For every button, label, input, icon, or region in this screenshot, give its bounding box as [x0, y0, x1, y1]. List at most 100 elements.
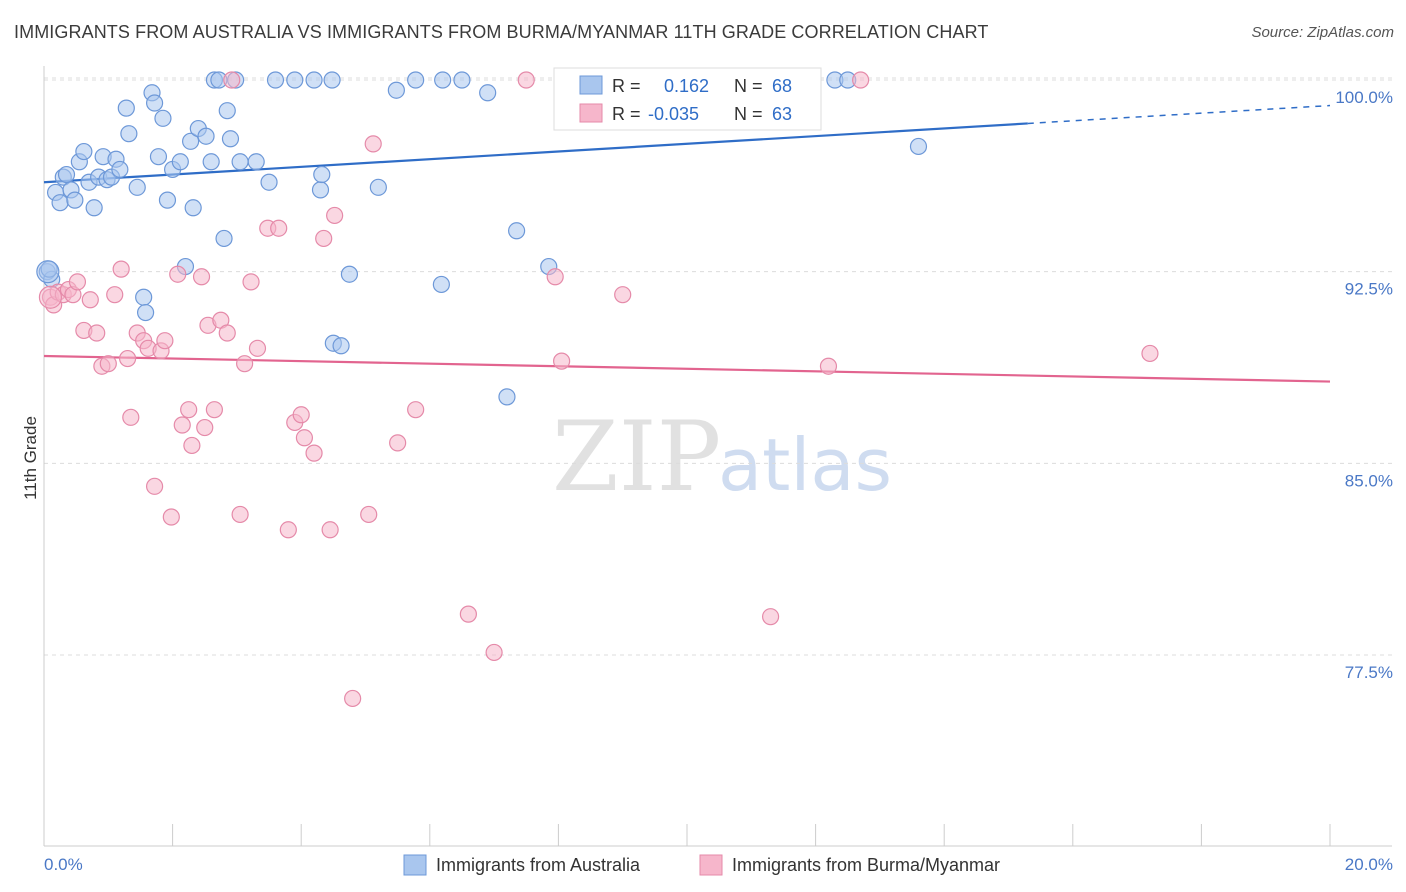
- point-australia: [128, 178, 146, 196]
- point-australia: [332, 337, 350, 355]
- point-australia: [111, 160, 129, 179]
- point-australia: [323, 71, 341, 89]
- point-australia: [266, 71, 285, 89]
- point-burma: [38, 285, 63, 309]
- legend-r-value-2: -0.035: [648, 104, 699, 124]
- legend-box: R = 0.162 N = 68 R = -0.035 N = 63: [553, 67, 822, 131]
- bottom-legend-swatch-blue: [403, 854, 427, 876]
- point-australia: [215, 229, 233, 248]
- point-burma: [315, 229, 333, 248]
- point-burma: [305, 444, 323, 462]
- point-burma: [88, 324, 106, 342]
- point-burma: [180, 401, 198, 419]
- point-burma: [122, 408, 140, 426]
- legend-r-value-1: 0.162: [664, 76, 709, 96]
- point-australia: [66, 191, 84, 209]
- legend-n-label-1: N =: [734, 76, 763, 96]
- point-australia: [85, 199, 103, 217]
- point-australia: [387, 81, 405, 99]
- point-burma: [205, 401, 223, 419]
- bottom-legend-label-australia: Immigrants from Australia: [436, 855, 641, 875]
- y-tick-label: 100.0%: [1335, 88, 1393, 107]
- points-layer: [36, 71, 1159, 708]
- point-australia: [498, 388, 516, 406]
- watermark-atlas: atlas: [718, 423, 892, 507]
- point-burma: [1141, 344, 1159, 363]
- chart-title: IMMIGRANTS FROM AUSTRALIA VS IMMIGRANTS …: [14, 22, 989, 42]
- legend-r-label-1: R =: [612, 76, 641, 96]
- legend-swatch-blue: [579, 75, 603, 95]
- axes-layer: 77.5% 85.0% 92.5% 100.0% 0.0% 20.0%: [43, 66, 1393, 874]
- point-burma: [819, 357, 838, 375]
- point-burma: [459, 605, 477, 623]
- point-burma: [218, 324, 236, 342]
- legend-swatch-pink: [579, 103, 603, 123]
- point-burma: [761, 608, 780, 626]
- point-australia: [149, 148, 168, 166]
- point-burma: [112, 260, 130, 278]
- point-australia: [158, 191, 177, 209]
- point-australia: [407, 71, 425, 89]
- point-australia: [202, 153, 220, 171]
- point-burma: [118, 349, 137, 368]
- point-australia: [135, 288, 153, 306]
- point-australia: [305, 71, 323, 89]
- point-australia: [117, 99, 135, 117]
- point-burma: [407, 401, 425, 419]
- point-burma: [360, 505, 378, 524]
- point-burma: [156, 332, 174, 350]
- point-australia: [369, 178, 387, 196]
- point-burma: [321, 521, 339, 539]
- point-burma: [852, 71, 870, 89]
- point-australia: [340, 265, 359, 283]
- point-australia: [432, 275, 450, 294]
- point-australia: [145, 94, 164, 112]
- point-australia: [136, 303, 155, 322]
- point-burma: [546, 268, 564, 286]
- y-axis-label: 11th Grade: [21, 416, 40, 500]
- point-burma: [485, 643, 503, 662]
- point-australia: [508, 222, 526, 240]
- point-australia: [313, 165, 331, 184]
- point-australia: [311, 181, 330, 199]
- legend-r-label-2: R =: [612, 104, 641, 124]
- point-australia: [247, 153, 265, 171]
- point-burma: [279, 521, 297, 539]
- x-tick-label-min: 0.0%: [44, 855, 83, 874]
- source-label: Source: ZipAtlas.com: [1251, 24, 1394, 41]
- point-australia: [171, 153, 189, 171]
- trendline-australia: [43, 122, 1028, 184]
- point-burma: [292, 406, 310, 424]
- point-australia: [36, 260, 60, 284]
- legend-n-value-1: 68: [772, 76, 792, 96]
- bottom-legend: Immigrants from Australia Immigrants fro…: [403, 854, 1000, 876]
- point-burma: [196, 418, 214, 437]
- point-australia: [51, 194, 69, 212]
- point-australia: [434, 71, 452, 89]
- bottom-legend-swatch-pink: [699, 854, 723, 876]
- point-burma: [169, 265, 187, 283]
- point-burma: [99, 355, 117, 373]
- bottom-legend-label-burma: Immigrants from Burma/Myanmar: [732, 855, 1000, 875]
- point-burma: [389, 434, 407, 452]
- y-tick-label: 77.5%: [1345, 663, 1393, 682]
- point-burma: [162, 508, 180, 526]
- point-australia: [154, 109, 172, 127]
- point-australia: [184, 199, 202, 217]
- point-australia: [453, 71, 471, 89]
- point-burma: [192, 268, 211, 286]
- point-australia: [120, 125, 138, 143]
- point-burma: [364, 135, 382, 153]
- point-burma: [145, 477, 164, 495]
- point-burma: [173, 416, 191, 434]
- point-burma: [248, 339, 267, 357]
- y-tick-label: 92.5%: [1345, 280, 1393, 299]
- point-burma: [242, 273, 260, 291]
- point-burma: [326, 206, 344, 225]
- point-australia: [182, 132, 200, 150]
- point-australia: [75, 142, 93, 161]
- legend-n-label-2: N =: [734, 104, 763, 124]
- point-australia: [479, 84, 497, 102]
- point-australia: [57, 165, 76, 184]
